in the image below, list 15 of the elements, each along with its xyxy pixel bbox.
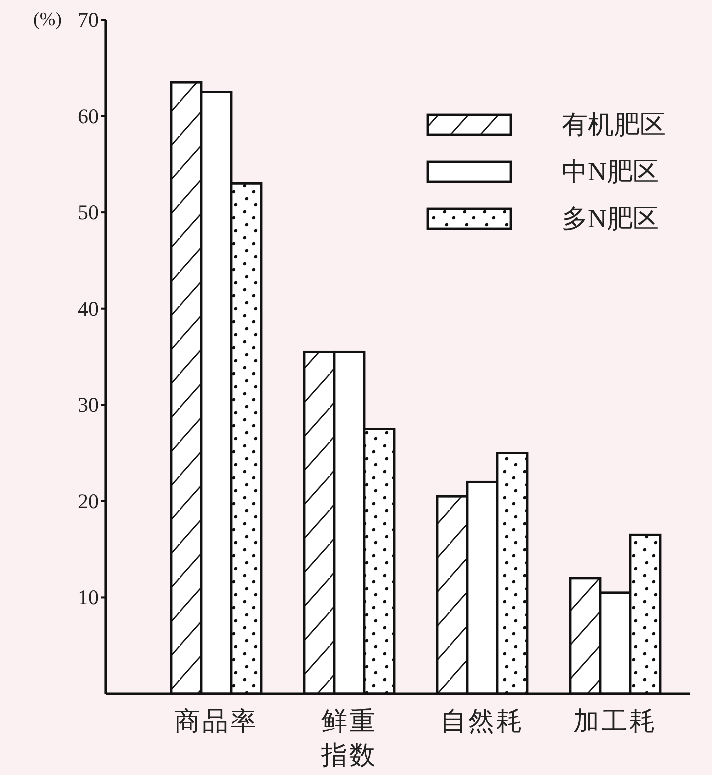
y-tick-label: 60 [78,104,99,128]
y-tick-label: 20 [78,489,99,514]
y-axis-title: (%) [34,10,62,30]
y-tick-label: 40 [78,296,99,321]
y-tick-label: 10 [78,586,99,610]
x-tick-label: 鲜重指数 [320,707,378,770]
x-tick-label: 商品率 [174,707,258,736]
y-tick-label: 70 [78,8,99,32]
legend-label: 中N肥区 [562,158,659,186]
x-tick-label: 加工耗 [574,707,658,736]
legend-label: 多N肥区 [562,204,659,234]
y-tick-label: 30 [78,393,99,418]
legend-label: 有机肥区 [562,110,666,140]
y-tick-label: 50 [78,200,99,225]
x-tick-label: 自然耗 [440,707,524,736]
